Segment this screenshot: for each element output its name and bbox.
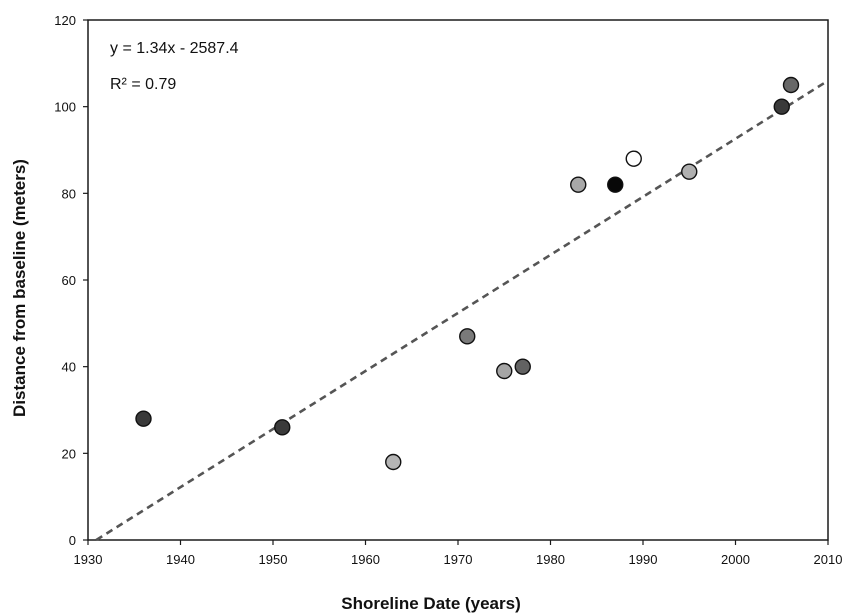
data-point <box>135 410 152 427</box>
x-tick-label: 1960 <box>351 552 380 567</box>
plot-area <box>87 19 829 541</box>
x-tick-label: 2010 <box>814 552 843 567</box>
x-axis-title: Shoreline Date (years) <box>341 594 521 613</box>
y-tick-label: 80 <box>62 186 76 201</box>
x-tick-label: 2000 <box>721 552 750 567</box>
data-point <box>681 163 698 180</box>
y-tick-label: 40 <box>62 360 76 375</box>
x-axis-ticks: 1930 1940 1950 1960 1970 1980 1990 2000 2010 <box>74 540 843 567</box>
data-point <box>385 453 402 471</box>
data-point <box>496 362 513 380</box>
y-axis-ticks: 0 20 40 60 80 100 120 <box>54 13 88 548</box>
x-tick-label: 1950 <box>259 552 288 567</box>
data-point <box>514 358 531 375</box>
x-tick-label: 1970 <box>444 552 473 567</box>
y-tick-label: 20 <box>62 446 76 461</box>
points-layer <box>135 76 800 471</box>
x-tick-label: 1980 <box>536 552 565 567</box>
x-tick-label: 1990 <box>629 552 658 567</box>
data-point <box>570 176 587 193</box>
y-tick-label: 60 <box>62 273 76 288</box>
r-squared-label: R² = 0.79 <box>110 76 176 93</box>
y-tick-label: 0 <box>69 533 76 548</box>
x-tick-label: 1940 <box>166 552 195 567</box>
x-tick-label: 1930 <box>74 552 103 567</box>
regression-equation: y = 1.34x - 2587.4 <box>110 40 239 57</box>
data-point <box>782 76 800 94</box>
data-point <box>274 419 291 436</box>
y-tick-label: 120 <box>54 13 76 28</box>
data-point <box>773 98 790 115</box>
data-point <box>625 150 642 167</box>
y-axis-title: Distance from baseline (meters) <box>10 159 29 417</box>
y-tick-label: 100 <box>54 100 76 115</box>
data-point <box>459 328 476 345</box>
data-point <box>607 176 624 193</box>
